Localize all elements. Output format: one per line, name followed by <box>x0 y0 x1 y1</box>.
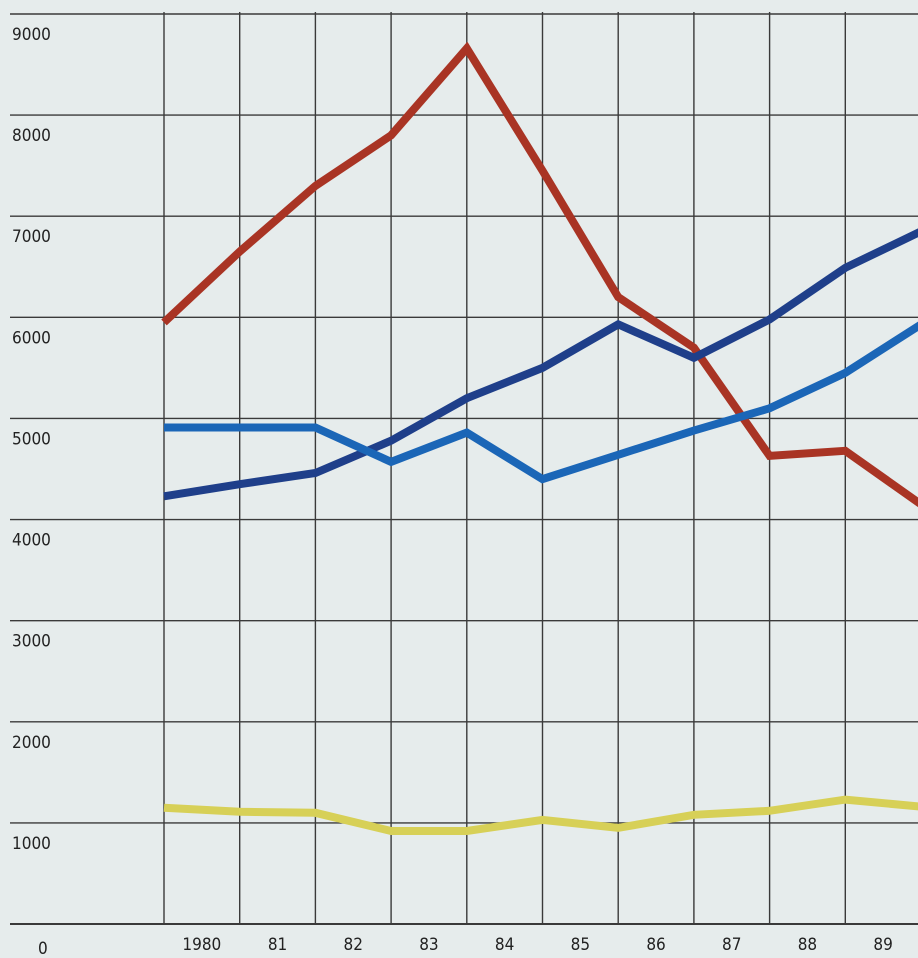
y-tick-label: 6000 <box>12 328 51 348</box>
x-tick-label: 1980 <box>182 935 221 955</box>
y-tick-label: 8000 <box>12 126 51 146</box>
x-tick-label: 88 <box>798 935 817 955</box>
x-tick-label: 85 <box>571 935 590 955</box>
x-tick-label: 87 <box>722 935 741 955</box>
y-tick-label: 1000 <box>12 834 51 854</box>
x-tick-label: 81 <box>268 935 287 955</box>
vertical-gridlines <box>163 12 846 924</box>
x-tick-label: 89 <box>873 935 892 955</box>
series-line-3 <box>164 321 918 484</box>
x-tick-label: 82 <box>344 935 363 955</box>
y-tick-label: 0 <box>38 939 48 958</box>
y-tick-label: 9000 <box>12 25 51 45</box>
y-tick-label: 3000 <box>12 632 51 652</box>
x-tick-label: 86 <box>646 935 665 955</box>
y-tick-label: 4000 <box>12 531 51 551</box>
x-axis-tick-labels: 1980 81 82 83 84 85 86 87 88 89 <box>182 935 892 955</box>
series-line-4 <box>163 795 918 835</box>
series-line-1 <box>161 41 918 508</box>
x-tick-label: 84 <box>495 935 514 955</box>
y-tick-label: 2000 <box>12 733 51 753</box>
horizontal-gridlines <box>10 13 918 925</box>
y-tick-label: 5000 <box>12 429 51 449</box>
y-axis-tick-labels: 0 1000 2000 3000 4000 5000 6000 7000 8000 9000 <box>12 25 51 958</box>
x-tick-label: 83 <box>419 935 438 955</box>
series-lines <box>161 41 918 835</box>
series-line-2 <box>163 228 918 501</box>
y-tick-label: 7000 <box>12 227 51 247</box>
